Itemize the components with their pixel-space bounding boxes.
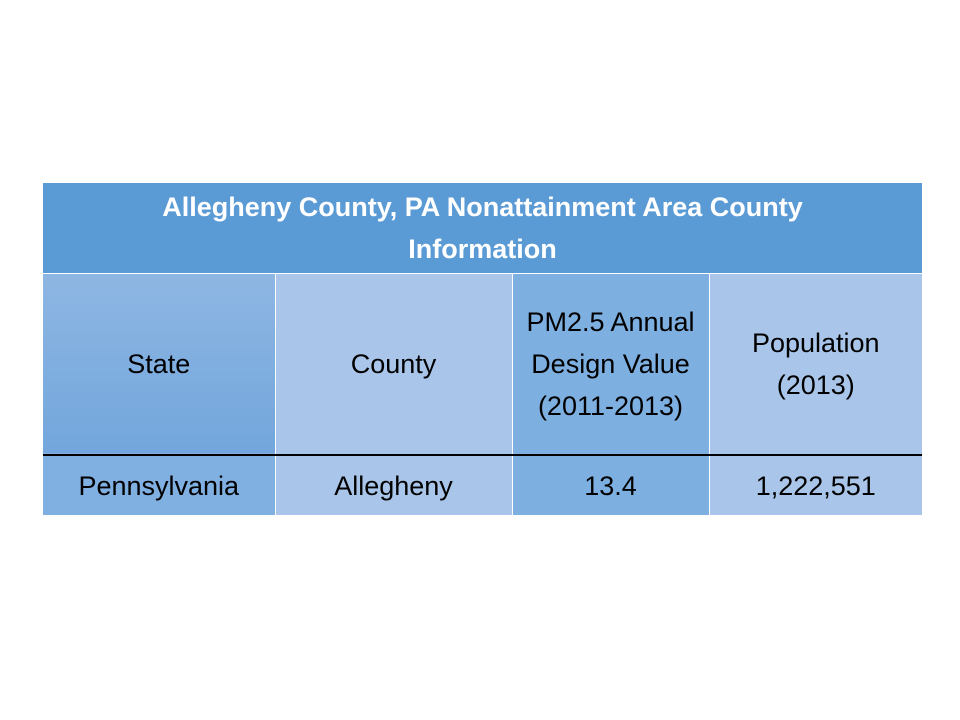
header-cell: State [43,273,276,456]
header-cell: Population (2013) [709,273,923,456]
county-table: Allegheny County, PA Nonattainment Area … [43,183,923,515]
data-row: Pennsylvania Allegheny 13.4 1,222,551 [43,455,923,515]
header-text: Population (2013) [751,327,880,400]
header-cell: County [275,273,513,456]
header-cell: PM2.5 Annual Design Value (2011-2013) [512,273,710,456]
header-text: PM2.5 Annual Design Value (2011-2013) [526,306,695,421]
data-cell: 13.4 [512,455,710,515]
data-cell: Pennsylvania [43,455,276,515]
title-row: Allegheny County, PA Nonattainment Area … [43,183,923,274]
table-title: Allegheny County, PA Nonattainment Area … [43,183,923,274]
header-row: State County PM2.5 Annual Design Value (… [43,273,923,456]
data-cell: Allegheny [275,455,513,515]
data-cell: 1,222,551 [709,455,923,515]
